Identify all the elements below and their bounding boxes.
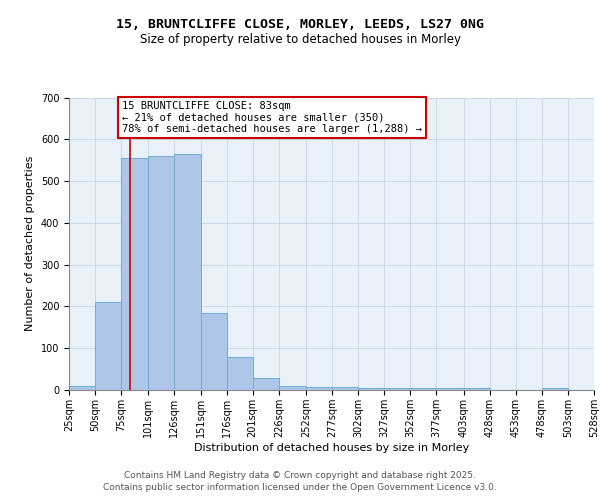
Bar — [358, 388, 384, 390]
X-axis label: Distribution of detached houses by size in Morley: Distribution of detached houses by size … — [194, 442, 469, 452]
Bar — [121, 158, 148, 390]
Bar — [69, 386, 95, 390]
Bar — [95, 302, 121, 390]
Bar — [253, 378, 279, 390]
Text: Contains public sector information licensed under the Open Government Licence v3: Contains public sector information licen… — [103, 483, 497, 492]
Bar — [332, 387, 358, 390]
Text: Contains HM Land Registry data © Crown copyright and database right 2025.: Contains HM Land Registry data © Crown c… — [124, 472, 476, 480]
Bar — [384, 388, 410, 390]
Bar — [279, 386, 306, 390]
Text: Size of property relative to detached houses in Morley: Size of property relative to detached ho… — [139, 32, 461, 46]
Y-axis label: Number of detached properties: Number of detached properties — [25, 156, 35, 332]
Bar — [436, 388, 464, 390]
Bar — [200, 312, 227, 390]
Bar — [464, 388, 490, 390]
Text: 15, BRUNTCLIFFE CLOSE, MORLEY, LEEDS, LS27 0NG: 15, BRUNTCLIFFE CLOSE, MORLEY, LEEDS, LS… — [116, 18, 484, 30]
Bar — [175, 154, 200, 390]
Bar — [148, 156, 175, 390]
Bar — [410, 388, 436, 390]
Text: 15 BRUNTCLIFFE CLOSE: 83sqm
← 21% of detached houses are smaller (350)
78% of se: 15 BRUNTCLIFFE CLOSE: 83sqm ← 21% of det… — [122, 101, 422, 134]
Bar — [542, 388, 568, 390]
Bar — [306, 387, 332, 390]
Bar — [227, 356, 253, 390]
